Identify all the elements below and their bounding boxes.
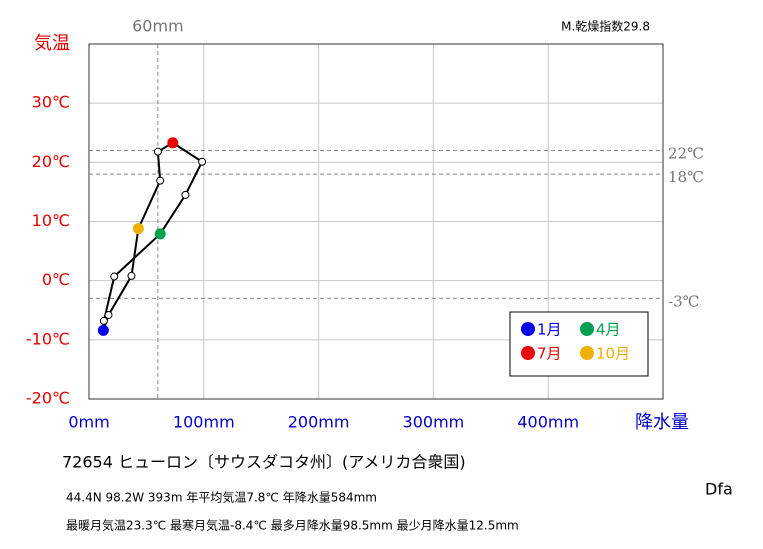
x-tick-label: 100mm bbox=[173, 413, 235, 432]
legend-label: 4月 bbox=[596, 321, 621, 339]
y-tick-label: 20℃ bbox=[32, 152, 70, 171]
y-axis-label: 気温 bbox=[34, 33, 70, 54]
y-tick-label: 0℃ bbox=[42, 270, 70, 289]
legend-label: 10月 bbox=[596, 345, 630, 363]
reference-label: 22℃ bbox=[668, 145, 704, 163]
month-point bbox=[153, 147, 162, 156]
month-point bbox=[97, 324, 109, 336]
legend-marker bbox=[580, 322, 594, 336]
legend-label: 7月 bbox=[537, 345, 562, 363]
month-point bbox=[132, 223, 144, 235]
info-line: 44.4N 98.2W 393m 年平均気温7.8℃ 年降水量584mm bbox=[66, 490, 377, 505]
x-axis-label: 降水量 bbox=[635, 412, 689, 433]
month-point bbox=[110, 272, 119, 281]
climate-line bbox=[102, 141, 204, 331]
x-tick-label: 0mm bbox=[68, 413, 109, 432]
dryness-index: M.乾燥指数29.8 bbox=[561, 19, 650, 34]
legend-marker bbox=[521, 322, 535, 336]
x-tick-label: 400mm bbox=[517, 413, 579, 432]
legend-marker bbox=[521, 346, 535, 360]
reference-label: 18℃ bbox=[668, 168, 704, 186]
reference-label: -3℃ bbox=[668, 292, 699, 310]
month-point bbox=[99, 316, 108, 325]
month-point bbox=[181, 190, 190, 199]
info-line: 最暖月気温23.3℃ 最寒月気温-8.4℃ 最多月降水量98.5mm 最少月降水… bbox=[66, 518, 519, 533]
plot-frame bbox=[88, 43, 664, 400]
y-tick-label: -10℃ bbox=[26, 329, 70, 348]
month-point bbox=[154, 228, 166, 240]
month-point bbox=[198, 157, 207, 166]
month-point bbox=[156, 176, 165, 185]
station-title: 72654 ヒューロン〔サウスダコタ州〕(アメリカ合衆国) bbox=[62, 453, 466, 472]
legend-marker bbox=[580, 346, 594, 360]
x-tick-label: 300mm bbox=[403, 413, 465, 432]
reference-label: 60mm bbox=[132, 17, 184, 36]
y-tick-label: 30℃ bbox=[32, 93, 70, 112]
climate-class: Dfa bbox=[705, 480, 733, 499]
y-tick-label: 10℃ bbox=[32, 211, 70, 230]
legend-box bbox=[509, 311, 649, 377]
legend-label: 1月 bbox=[537, 321, 562, 339]
y-tick-label: -20℃ bbox=[26, 389, 70, 408]
month-point bbox=[127, 271, 136, 280]
x-tick-label: 200mm bbox=[288, 413, 350, 432]
month-point bbox=[167, 137, 179, 149]
month-point bbox=[104, 310, 113, 319]
